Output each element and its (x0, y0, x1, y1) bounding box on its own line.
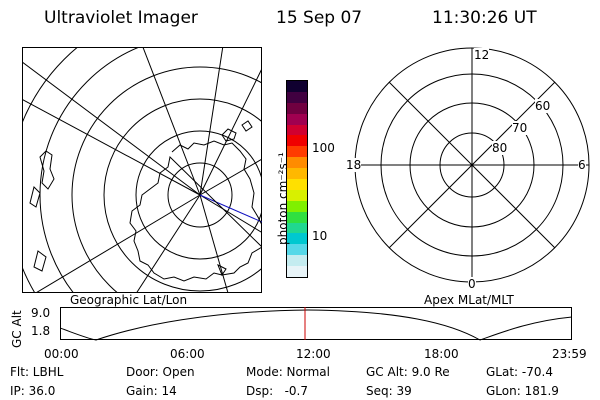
status-seq: Seq: 39 (366, 384, 412, 398)
meridian-line (22, 98, 201, 196)
intensity-colorbar (286, 80, 308, 278)
status-glon: GLon: 181.9 (486, 384, 559, 398)
geographic-map (22, 47, 262, 293)
meridian-line (199, 47, 224, 196)
island-outline (29, 186, 41, 208)
lat-circle (167, 162, 233, 228)
meridian-line (199, 194, 262, 234)
time-tick-0600: 06:00 (170, 347, 205, 361)
altitude-tick-high: 9.0 (31, 306, 51, 320)
time-tick-0000: 00:00 (44, 347, 79, 361)
meridian-line (199, 194, 229, 293)
apex-caption: Apex MLat/MLT (424, 293, 514, 307)
colorbar-swatch (287, 135, 307, 147)
colorbar-swatch (287, 102, 307, 114)
status-mode: Mode: Normal (246, 365, 330, 379)
mlt-label-18: 18 (346, 158, 362, 172)
island-outline (33, 250, 47, 272)
altitude-axis-label: GC Alt (10, 310, 24, 348)
colorbar-swatch (287, 168, 307, 179)
colorbar-tick-10: 10 (312, 229, 328, 243)
colorbar-swatch (287, 124, 307, 136)
colorbar-swatch (287, 157, 307, 169)
status-gain: Gain: 14 (126, 384, 177, 398)
colorbar-tick-100: 100 (312, 141, 335, 155)
colorbar-swatch (287, 80, 307, 92)
island-outline (241, 120, 253, 132)
lat-circle (22, 47, 79, 293)
altitude-plot-frame (60, 307, 572, 340)
island-outline (221, 128, 237, 142)
island-outline (217, 263, 227, 277)
mlat-label-80: 80 (492, 141, 508, 155)
lat-circle (39, 47, 262, 293)
meridian-line (22, 61, 201, 196)
geographic-caption: Geographic Lat/Lon (70, 293, 188, 307)
time-tick-2359: 23:59 (552, 347, 587, 361)
colorbar-swatch (287, 222, 307, 234)
mlt-label-6: 6 (578, 158, 586, 172)
colorbar-swatch (287, 113, 307, 125)
magnetic-polar-plot (354, 47, 590, 283)
time-tick-1800: 18:00 (424, 347, 459, 361)
status-door: Door: Open (126, 365, 195, 379)
lat-circle (71, 66, 262, 293)
time-tick-1200: 12:00 (296, 347, 331, 361)
altitude-plot (60, 307, 572, 341)
colorbar-swatch (287, 91, 307, 103)
status-dsp: Dsp: -0.7 (246, 384, 309, 398)
lat-circle (135, 130, 262, 260)
colorbar-swatch (287, 178, 307, 190)
mlt-diagonal (388, 81, 556, 249)
colorbar-swatch (287, 244, 307, 256)
meridian-line (135, 194, 201, 293)
colorbar-swatch (287, 255, 307, 267)
terminator-line (199, 194, 262, 223)
status-filter: Flt: LBHL (10, 365, 64, 379)
colorbar-swatch (287, 266, 307, 277)
mlt-label-0: 0 (468, 277, 476, 291)
lat-circle (103, 98, 262, 292)
meridian-line (142, 47, 201, 196)
meridian-line (199, 158, 262, 196)
meridian-line (199, 67, 262, 196)
map-frame (22, 47, 262, 293)
antarctica-coastline (129, 140, 262, 282)
meridian-line (34, 194, 201, 293)
colorbar-swatch (287, 189, 307, 201)
mlt-label-12: 12 (474, 48, 490, 62)
colorbar-swatch (287, 200, 307, 212)
colorbar-swatch (287, 146, 307, 158)
instrument-title: Ultraviolet Imager (44, 8, 198, 28)
mlat-label-60: 60 (535, 99, 551, 113)
colorbar-unit-label: photon cm⁻²s⁻¹ (276, 152, 290, 245)
status-gc-alt: GC Alt: 9.0 Re (366, 365, 450, 379)
time-label: 11:30:26 UT (432, 8, 537, 28)
island-outline (39, 150, 55, 190)
mlat-label-70: 70 (512, 121, 528, 135)
colorbar-swatch (287, 211, 307, 223)
status-ip: IP: 36.0 (10, 384, 56, 398)
altitude-curve (60, 309, 572, 341)
colorbar-swatch (287, 233, 307, 245)
altitude-tick-low: 1.8 (31, 324, 51, 338)
date-label: 15 Sep 07 (276, 8, 363, 28)
status-glat: GLat: -70.4 (486, 365, 553, 379)
